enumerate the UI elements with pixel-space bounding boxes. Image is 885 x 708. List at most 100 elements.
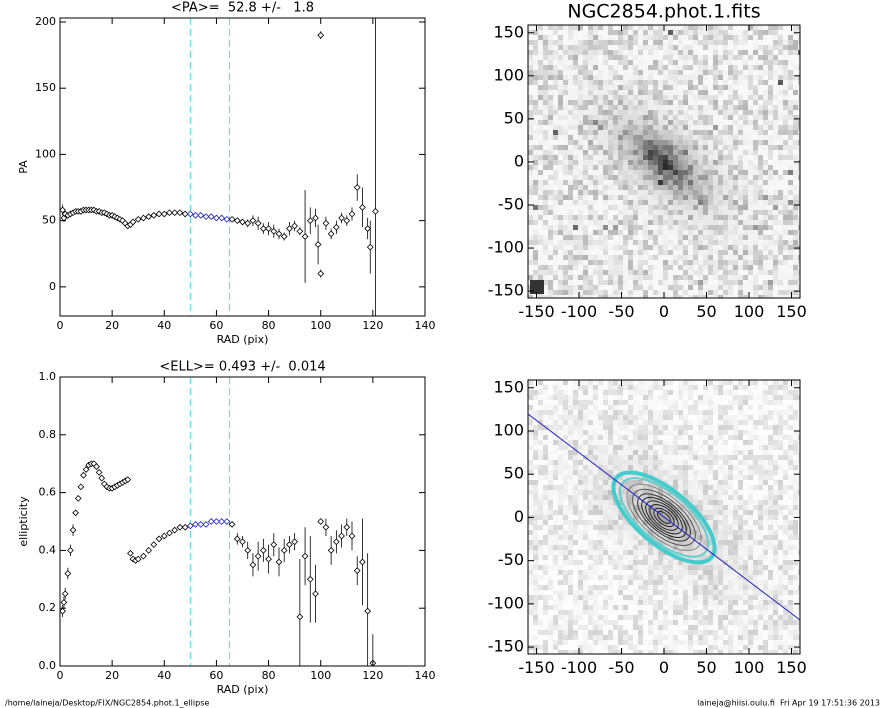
image-pixel — [758, 420, 763, 425]
image-pixel — [568, 285, 573, 290]
marker — [155, 535, 163, 543]
image-pixel — [658, 45, 663, 50]
image-pixel — [798, 185, 800, 190]
image-pixel — [603, 250, 608, 255]
image-pixel — [723, 490, 728, 495]
image-pixel — [743, 180, 748, 185]
image-pixel — [593, 400, 598, 405]
marker — [145, 547, 153, 554]
marker — [317, 31, 325, 39]
image-pixel — [628, 130, 633, 135]
image-pixel — [753, 420, 758, 425]
image-pixel — [798, 110, 800, 115]
image-pixel — [733, 230, 738, 235]
image-pixel — [553, 475, 558, 480]
image-pixel — [668, 385, 673, 390]
image-pixel — [723, 425, 728, 430]
image-pixel — [758, 230, 763, 235]
image-pixel — [698, 165, 703, 170]
image-pixel — [568, 115, 573, 120]
image-pixel — [593, 130, 598, 135]
image-pixel — [648, 280, 653, 285]
image-pixel — [638, 235, 643, 240]
image-pixel — [663, 55, 668, 60]
image-pixel — [773, 205, 778, 210]
image-pixel — [728, 225, 733, 230]
image-pixel — [548, 435, 553, 440]
image-pixel — [598, 55, 603, 60]
image-pixel — [678, 245, 683, 250]
image-pixel — [628, 40, 633, 45]
image-pixel — [778, 385, 783, 390]
image-pixel — [573, 25, 578, 30]
image-pixel — [648, 215, 653, 220]
image-pixel — [773, 275, 778, 280]
image-pixel — [718, 180, 723, 185]
image-pixel — [598, 430, 603, 435]
image-pixel — [543, 250, 548, 255]
image-pixel — [783, 400, 788, 405]
image-pixel — [703, 275, 708, 280]
image-pixel — [683, 220, 688, 225]
image-pixel — [573, 160, 578, 165]
image-pixel — [603, 105, 608, 110]
image-pixel — [668, 75, 673, 80]
image-pixel — [758, 170, 763, 175]
image-pixel — [723, 405, 728, 410]
image-pixel — [643, 135, 648, 140]
image-pixel — [713, 75, 718, 80]
image-pixel — [638, 75, 643, 80]
image-pixel — [613, 290, 618, 295]
image-pixel — [578, 470, 583, 475]
image-pixel — [563, 395, 568, 400]
image-pixel — [538, 480, 543, 485]
image-pixel — [558, 295, 563, 298]
image-pixel — [668, 225, 673, 230]
image-pixel — [628, 450, 633, 455]
image-pixel — [568, 125, 573, 130]
image-pixel — [573, 285, 578, 290]
image-pixel — [613, 70, 618, 75]
image-pixel — [583, 55, 588, 60]
x-tick-label: 60 — [209, 319, 223, 332]
image-pixel — [528, 175, 533, 180]
image-pixel — [573, 215, 578, 220]
image-pixel — [788, 130, 793, 135]
image-pixel — [713, 430, 718, 435]
image-pixel — [758, 25, 763, 30]
image-pixel — [758, 380, 763, 385]
image-pixel — [748, 30, 753, 35]
image-pixel — [653, 505, 658, 510]
image-pixel — [683, 280, 688, 285]
image-pixel — [633, 395, 638, 400]
image-pixel — [683, 235, 688, 240]
image-pixel — [533, 125, 538, 130]
image-pixel — [643, 85, 648, 90]
image-pixel — [738, 500, 743, 505]
image-pixel — [528, 180, 533, 185]
image-pixel — [568, 90, 573, 95]
image-pixel — [748, 145, 753, 150]
image-pixel — [788, 155, 793, 160]
image-pixel — [763, 25, 768, 30]
image-pixel — [793, 465, 798, 470]
marker — [61, 590, 69, 598]
image-pixel — [673, 155, 678, 160]
image-pixel — [753, 160, 758, 165]
image-pixel — [758, 150, 763, 155]
image-pixel — [658, 245, 663, 250]
image-pixel — [753, 205, 758, 210]
image-pixel — [693, 290, 698, 295]
image-pixel — [548, 25, 553, 30]
image-pixel — [768, 275, 773, 280]
image-pixel — [788, 35, 793, 40]
image-pixel — [543, 385, 548, 390]
image-pixel — [703, 450, 708, 455]
image-pixel — [583, 150, 588, 155]
image-pixel — [728, 250, 733, 255]
image-pixel — [648, 440, 653, 445]
image-pixel — [553, 90, 558, 95]
image-pixel — [598, 400, 603, 405]
image-pixel — [788, 485, 793, 490]
image-pixel — [638, 495, 643, 500]
